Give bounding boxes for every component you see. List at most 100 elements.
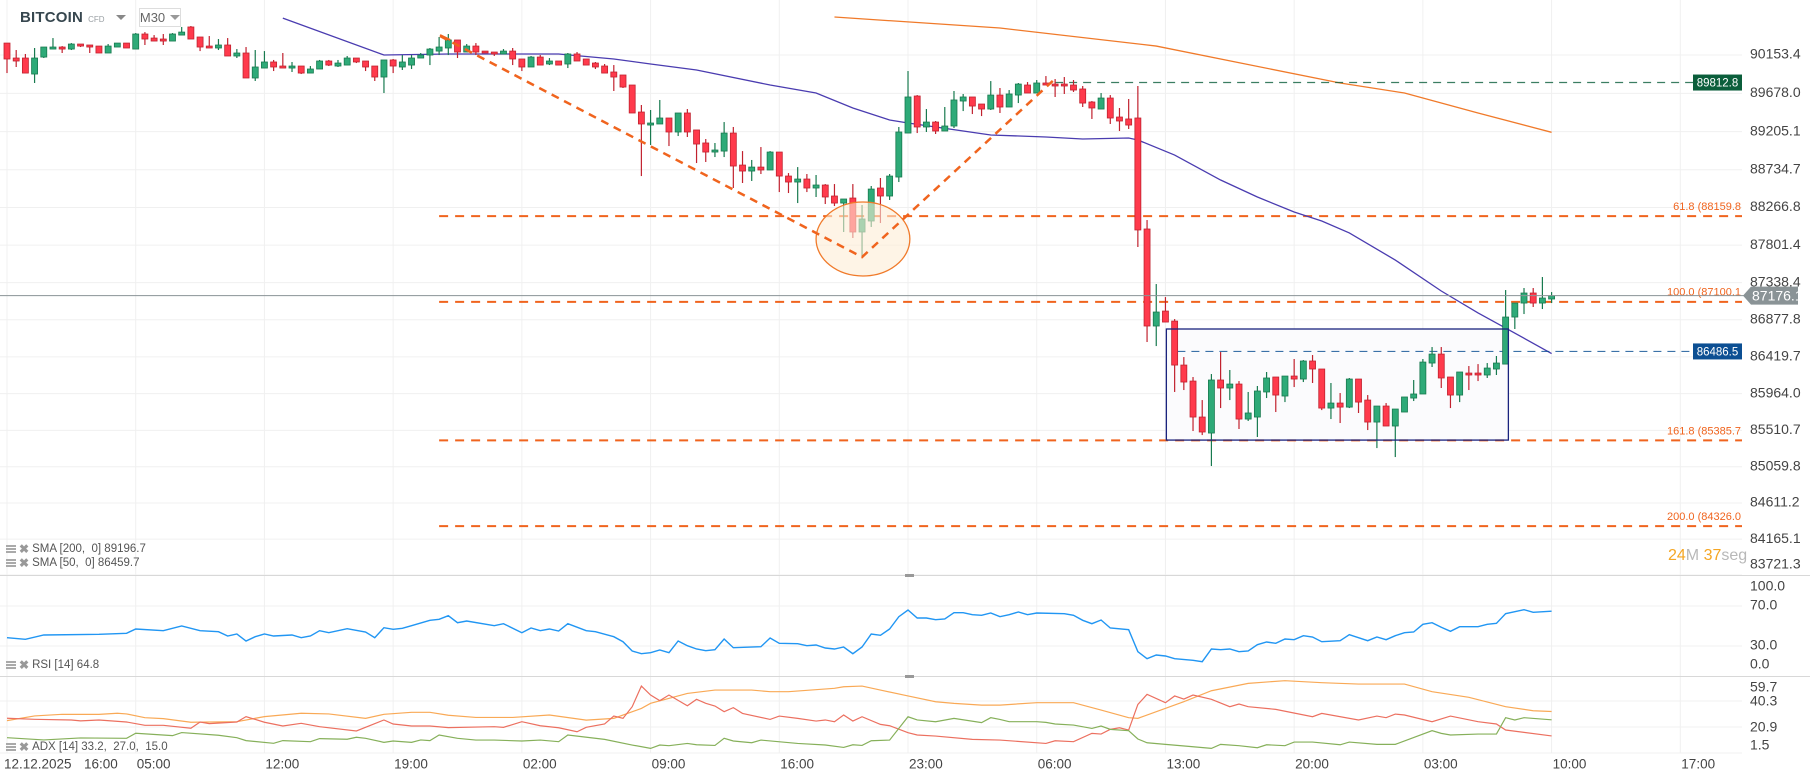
candle-body — [1235, 383, 1243, 420]
candle-body — [619, 74, 627, 88]
candle-body — [334, 62, 342, 67]
legend-adx[interactable]: ✖ ADX [14] 33.2, 27.0, 15.0 — [6, 740, 168, 754]
candle — [1336, 393, 1344, 424]
candle-body — [1465, 372, 1473, 376]
candle — [159, 34, 167, 46]
pane-resize-handle[interactable] — [905, 675, 914, 678]
legend-rsi[interactable]: ✖ RSI [14] 64.8 — [6, 658, 99, 672]
candle-body — [1327, 402, 1335, 409]
candle — [803, 174, 811, 193]
candle-body — [141, 33, 149, 40]
candle-body — [307, 68, 314, 74]
candle — [123, 42, 130, 49]
candle — [932, 120, 939, 135]
candle — [518, 58, 526, 72]
price-tag[interactable]: 89812.8 — [1693, 74, 1742, 91]
candle-body — [435, 46, 443, 52]
legend-sma50[interactable]: ✖ SMA [50, 0] 86459.7 — [6, 556, 139, 570]
candle-body — [757, 166, 765, 171]
candle — [1327, 383, 1335, 420]
candle-body — [325, 60, 333, 66]
candle — [831, 184, 838, 207]
candle-body — [380, 59, 388, 78]
chevron-down-icon[interactable] — [115, 15, 126, 20]
candle-body — [656, 117, 664, 125]
close-icon[interactable]: ✖ — [19, 658, 30, 672]
candle-body — [1355, 378, 1362, 403]
timeframe-dropdown[interactable]: M30 — [139, 8, 181, 27]
candle-body — [895, 131, 903, 178]
pane-resize-handle[interactable] — [905, 574, 914, 577]
candle-body — [279, 65, 287, 69]
candle — [601, 64, 609, 74]
zigzag-line[interactable] — [439, 34, 1058, 259]
candle — [343, 56, 351, 66]
highlight-ellipse[interactable] — [815, 201, 911, 277]
price-tag[interactable]: 86486.5 — [1693, 343, 1742, 360]
candle — [1051, 79, 1059, 97]
menu-icon[interactable] — [6, 743, 16, 751]
candle — [3, 42, 11, 74]
candle-body — [1447, 376, 1454, 396]
fib-level-label: 161.8 (85385.7 — [1667, 425, 1741, 437]
close-icon[interactable]: ✖ — [19, 556, 30, 570]
candle — [647, 110, 654, 146]
candle-body — [1263, 377, 1270, 393]
candle — [1198, 400, 1206, 436]
candle — [720, 122, 728, 158]
candle-body — [132, 33, 140, 50]
range-box[interactable] — [1165, 328, 1510, 441]
candle — [261, 51, 268, 69]
price-tag-bg — [1693, 343, 1742, 360]
symbol-selector[interactable]: BITCOIN CFD — [20, 9, 126, 26]
candle-body — [389, 59, 397, 67]
candle — [941, 107, 949, 132]
candle — [12, 50, 20, 67]
candle-body — [12, 57, 20, 62]
candle-body — [1180, 364, 1188, 383]
candle-body — [628, 84, 636, 114]
candle — [1024, 82, 1031, 94]
candle-body — [1548, 295, 1555, 300]
candle — [1060, 77, 1068, 94]
price-axis-label: 88734.7 — [1750, 160, 1801, 176]
candle-body — [748, 166, 756, 172]
close-icon[interactable]: ✖ — [19, 740, 30, 754]
candle — [1005, 90, 1013, 108]
time-axis-label: 17:00 — [1681, 757, 1715, 772]
close-icon[interactable]: ✖ — [19, 542, 30, 556]
candle — [1428, 347, 1436, 367]
candle — [693, 129, 700, 164]
candle-body — [490, 51, 498, 55]
candle — [1391, 408, 1399, 458]
candle — [1373, 405, 1381, 449]
candle — [527, 56, 535, 68]
candle — [104, 44, 112, 54]
time-axis-label: 16:00 — [780, 757, 814, 772]
candle — [1355, 378, 1362, 413]
chevron-down-icon — [170, 15, 181, 20]
candle-body — [362, 60, 369, 68]
candle-body — [950, 99, 958, 127]
candle — [592, 61, 599, 70]
candle-body — [573, 53, 581, 62]
candle — [1345, 377, 1353, 409]
candle-body — [1410, 393, 1418, 399]
price-axis-label: 89205.1 — [1750, 122, 1801, 138]
candle-body — [1538, 297, 1546, 304]
legend-sma200[interactable]: ✖ SMA [200, 0] 89196.7 — [6, 542, 146, 556]
candle — [904, 71, 912, 134]
candle-body — [1253, 390, 1261, 418]
candle-body — [1097, 97, 1105, 110]
menu-icon[interactable] — [6, 545, 16, 553]
candle-body — [205, 45, 213, 49]
price-axis-label: 87801.4 — [1750, 236, 1801, 252]
candle — [500, 49, 507, 55]
candle — [1125, 99, 1133, 130]
candle — [665, 117, 673, 147]
menu-icon[interactable] — [6, 559, 16, 567]
zigzag-tail — [439, 34, 451, 41]
price-axis-label: 85964.0 — [1750, 384, 1801, 400]
menu-icon[interactable] — [6, 661, 16, 669]
